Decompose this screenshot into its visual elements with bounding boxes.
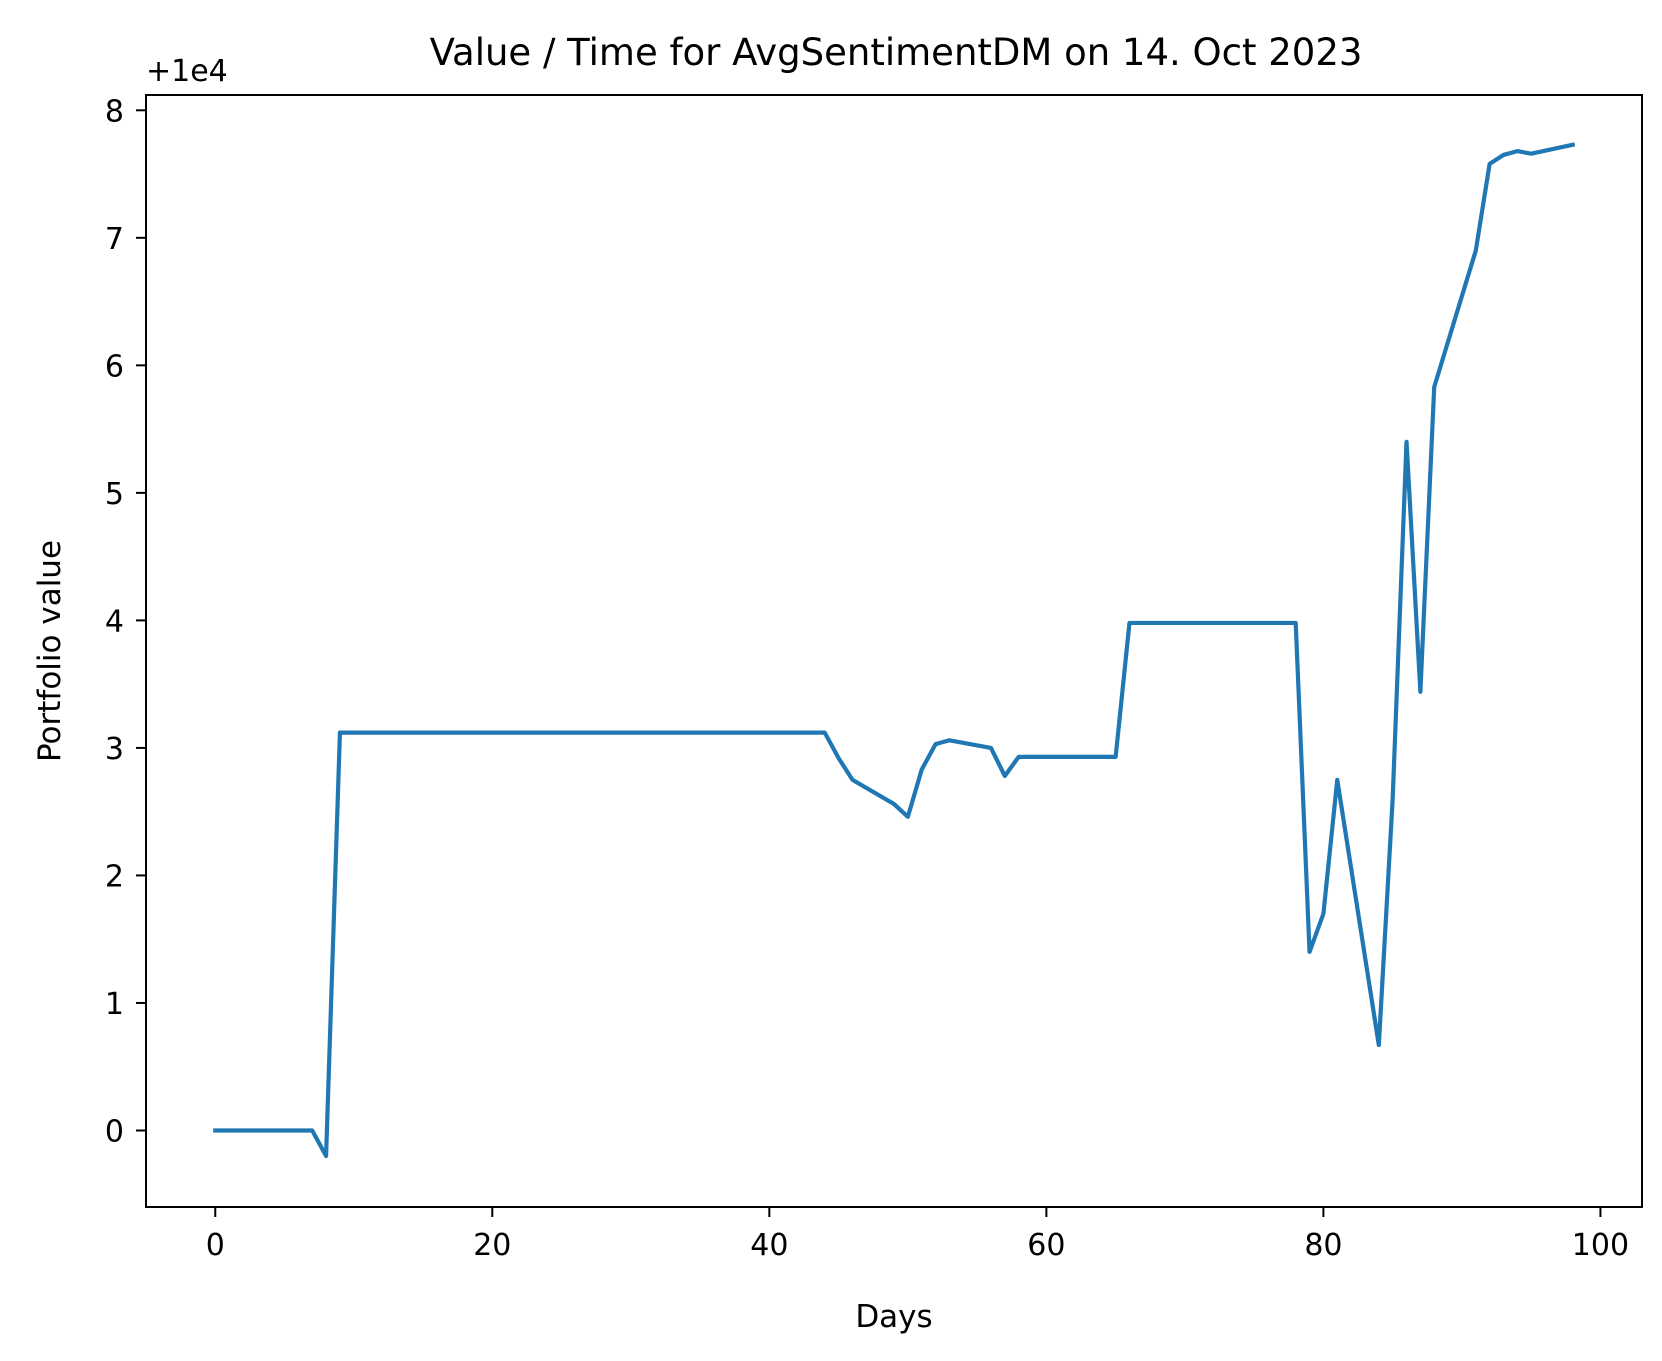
y-tick-label: 5 <box>105 477 124 512</box>
x-tick-label: 100 <box>1572 1228 1629 1263</box>
series-line <box>213 142 1576 1159</box>
y-tick-label: 8 <box>105 94 124 129</box>
y-axis-ticks: 0 1 2 3 4 5 6 7 8 <box>105 94 146 1149</box>
series-layer <box>213 142 1576 1159</box>
plot-area <box>146 95 1642 1207</box>
plot-frame <box>145 94 1643 1208</box>
y-tick-label: 0 <box>105 1114 124 1149</box>
x-tick-label: 60 <box>1027 1228 1065 1263</box>
y-tick-label: 3 <box>105 732 124 767</box>
y-offset-label: +1e4 <box>146 54 228 89</box>
x-tick-label: 20 <box>473 1228 511 1263</box>
y-tick-label: 1 <box>105 987 124 1022</box>
y-tick-label: 2 <box>105 859 124 894</box>
y-tick-label: 4 <box>105 604 124 639</box>
y-tick-label: 6 <box>105 349 124 384</box>
x-tick-label: 40 <box>750 1228 788 1263</box>
x-axis-label: Days <box>855 1299 932 1335</box>
y-axis-label: Portfolio value <box>32 540 68 762</box>
y-tick-label: 7 <box>105 222 124 257</box>
x-tick-label: 80 <box>1304 1228 1342 1263</box>
chart-title: Value / Time for AvgSentimentDM on 14. O… <box>430 31 1363 74</box>
x-axis-ticks: 0 20 40 60 80 100 <box>206 1207 1629 1263</box>
x-tick-label: 0 <box>206 1228 225 1263</box>
